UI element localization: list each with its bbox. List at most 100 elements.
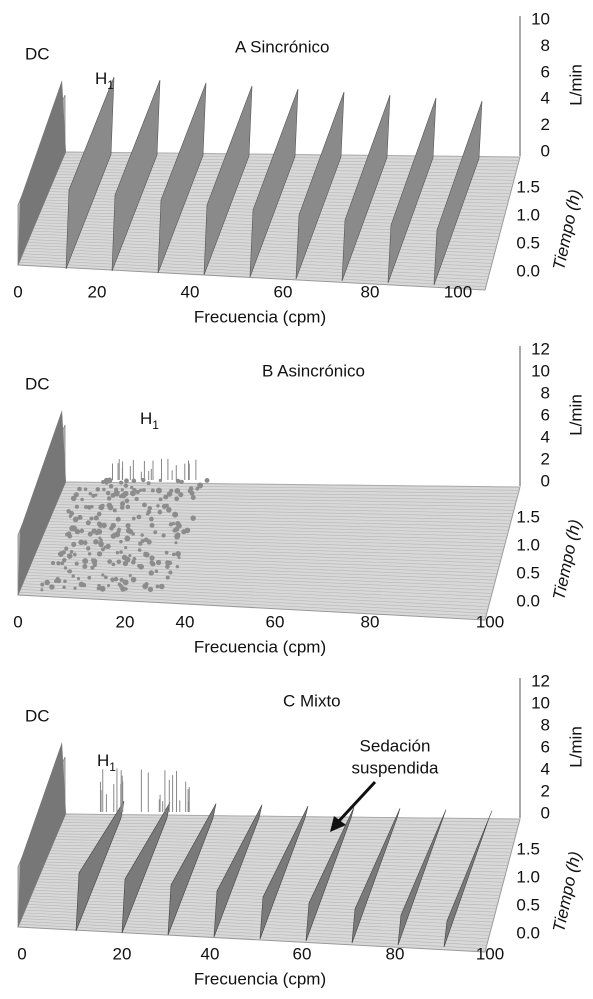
- surface-texture: [54, 507, 513, 518]
- surface-texture: [46, 858, 507, 873]
- noise: [60, 561, 65, 566]
- surface-texture: [41, 538, 503, 554]
- noise: [155, 584, 160, 589]
- noise: [71, 541, 77, 547]
- surface-texture: [25, 577, 491, 601]
- noise: [107, 559, 112, 564]
- x-tick-label: 100: [444, 282, 472, 301]
- noise: [158, 497, 163, 502]
- surface-texture: [30, 233, 495, 254]
- noise: [40, 582, 45, 587]
- surface-texture: [20, 589, 487, 614]
- x-tick-label: 100: [476, 612, 504, 631]
- depth-tick-label: 1.0: [516, 867, 540, 886]
- noise: [195, 486, 200, 491]
- noise: [67, 569, 72, 574]
- noise: [44, 579, 50, 586]
- ridge: [443, 810, 493, 948]
- noise: [119, 577, 124, 582]
- noise: [128, 529, 134, 535]
- noise: [73, 492, 79, 498]
- noise: [108, 484, 114, 489]
- noise: [132, 556, 137, 561]
- surface-texture: [50, 515, 510, 528]
- x-tick-label: 0: [13, 612, 22, 631]
- depth-axis-label: Tiempo (h): [549, 850, 585, 934]
- surface-texture: [56, 833, 514, 843]
- noise: [158, 583, 165, 590]
- noise: [125, 504, 131, 510]
- annotation: Sedación: [360, 736, 431, 755]
- noise: [96, 511, 102, 517]
- noise: [165, 564, 170, 569]
- noise: [76, 577, 81, 581]
- noise: [116, 559, 122, 565]
- noise: [87, 552, 92, 556]
- noise: [124, 498, 130, 504]
- noise: [101, 573, 105, 577]
- surface-texture: [43, 532, 505, 548]
- surface-texture: [49, 850, 509, 863]
- surface-texture: [55, 504, 514, 514]
- surface-texture: [45, 529, 506, 544]
- noise: [119, 480, 124, 485]
- ridge: [213, 804, 263, 938]
- noise: [51, 560, 56, 566]
- noise: [130, 576, 137, 583]
- h1-sub: 1: [107, 78, 114, 92]
- x-tick-label: 80: [361, 612, 380, 631]
- noise: [172, 528, 176, 533]
- surface-texture: [28, 569, 493, 591]
- surface-texture: [29, 236, 494, 258]
- z-tick-label: 12: [531, 339, 550, 358]
- surface-texture: [45, 861, 506, 876]
- noise: [87, 505, 92, 510]
- z-tick-label: 4: [541, 89, 550, 108]
- h1-sub: 1: [109, 760, 116, 774]
- surface-texture: [29, 898, 494, 920]
- noise: [181, 529, 187, 535]
- noise: [93, 562, 98, 566]
- surface-texture: [22, 915, 489, 939]
- noise: [174, 488, 181, 494]
- noise: [66, 509, 71, 514]
- surface-texture: [23, 250, 490, 274]
- noise: [106, 496, 112, 501]
- surface-texture: [22, 253, 489, 277]
- surface-texture: [62, 819, 519, 826]
- surface-texture: [63, 484, 520, 491]
- dc-peak: [18, 80, 66, 265]
- noise: [164, 550, 169, 555]
- noise: [148, 506, 152, 510]
- noise: [82, 558, 89, 565]
- panel-title: C Mixto: [283, 691, 341, 710]
- surface-texture: [64, 481, 521, 488]
- noise: [82, 563, 88, 569]
- noise: [161, 503, 167, 509]
- noise: [140, 533, 144, 537]
- noise: [128, 574, 132, 578]
- surface-texture: [43, 864, 505, 880]
- surface-texture: [30, 563, 495, 584]
- noise: [110, 522, 116, 529]
- noise: [103, 575, 108, 580]
- noise: [93, 540, 97, 545]
- surface-texture: [36, 549, 500, 568]
- noise: [72, 516, 79, 523]
- noise: [78, 581, 85, 588]
- noise: [171, 552, 176, 557]
- noise: [91, 493, 96, 498]
- noise: [120, 503, 124, 507]
- noise: [175, 521, 181, 527]
- noise: [66, 553, 73, 559]
- noise: [174, 496, 180, 502]
- noise: [105, 490, 111, 496]
- ridge: [203, 85, 253, 276]
- x-axis-label: Frecuencia (cpm): [194, 637, 326, 656]
- noise: [88, 491, 93, 496]
- z-tick-label: 8: [541, 383, 550, 402]
- z-tick-label: 8: [541, 715, 550, 734]
- noise: [63, 566, 68, 570]
- noise: [87, 531, 93, 537]
